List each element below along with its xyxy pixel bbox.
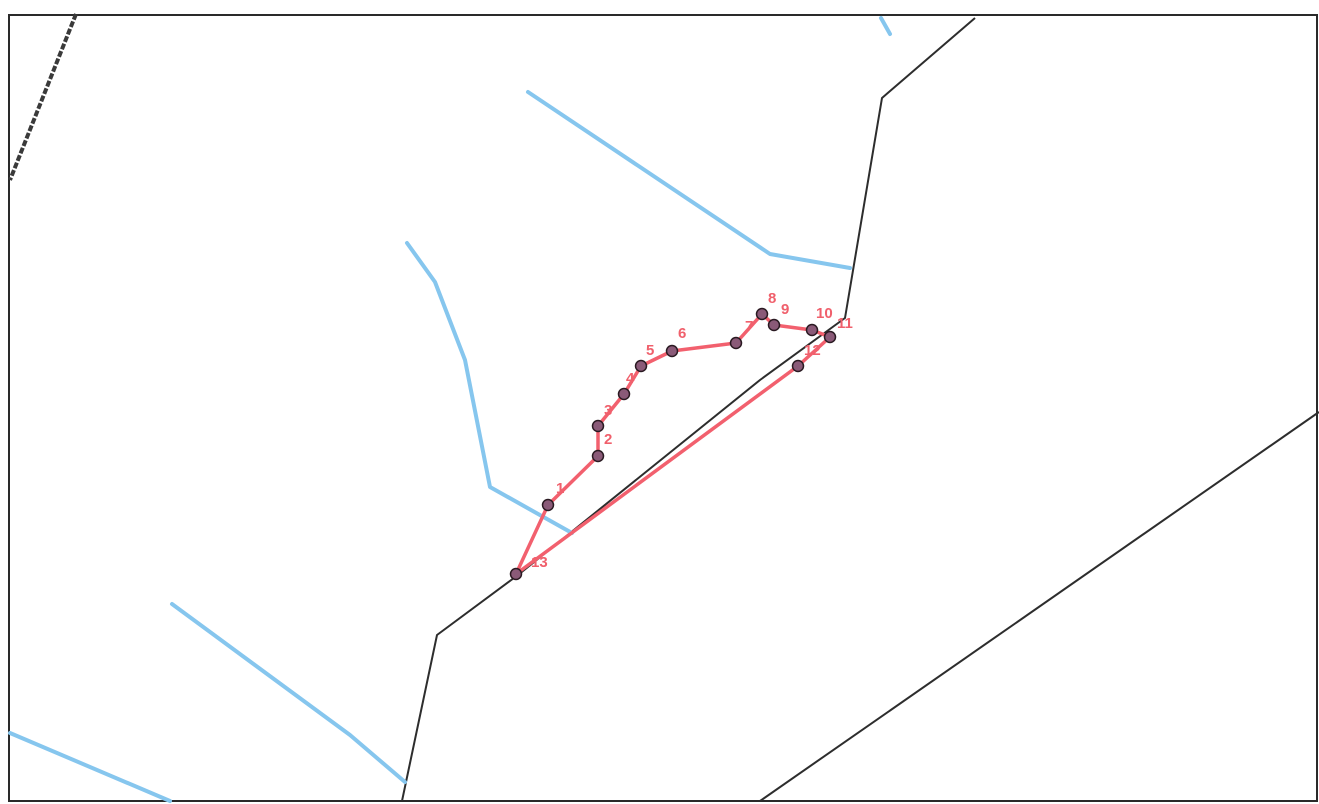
parcel-vertex[interactable] [805,323,819,337]
parcel-vertex[interactable] [755,307,769,321]
vertex-label: 1 [556,480,564,497]
vertex-label: 5 [646,342,654,359]
dashed-boundary-line [8,13,78,181]
vertex-label: 4 [626,370,635,387]
waterway-southwest [170,602,407,784]
vertex-label: 2 [604,431,612,448]
parcel-vertex[interactable] [767,318,781,332]
parcel-vertex[interactable] [634,359,648,373]
parcel-vertex[interactable] [617,387,631,401]
parcel-outline [514,312,832,576]
waterway-north [526,90,852,270]
parcel-vertex[interactable] [665,344,679,358]
vertex-label: 7 [745,318,753,335]
parcel-vertex[interactable] [591,449,605,463]
vertex-label: 9 [781,301,789,318]
boundary-line-southeast [759,411,1319,802]
vertex-label: 11 [837,315,853,332]
vertex-label: 8 [768,290,776,307]
waterway-north-tip [879,16,892,36]
parcel-vertex[interactable] [823,330,837,344]
map-frame [8,14,1318,802]
vertex-label: 3 [604,402,612,419]
parcel-vertex[interactable] [541,498,555,512]
parcel-vertex[interactable] [729,336,743,350]
waterway-central [405,241,574,535]
vertex-label: 6 [678,325,686,342]
parcel-vertex[interactable] [591,419,605,433]
vertex-label: 10 [816,305,833,322]
vertex-label: 13 [531,554,548,571]
parcel-vertex[interactable] [509,567,523,581]
waterway-bottom-left [8,731,172,803]
parcel-vertex[interactable] [791,359,805,373]
boundary-line-main [401,17,976,802]
vertex-label: 12 [804,342,821,359]
